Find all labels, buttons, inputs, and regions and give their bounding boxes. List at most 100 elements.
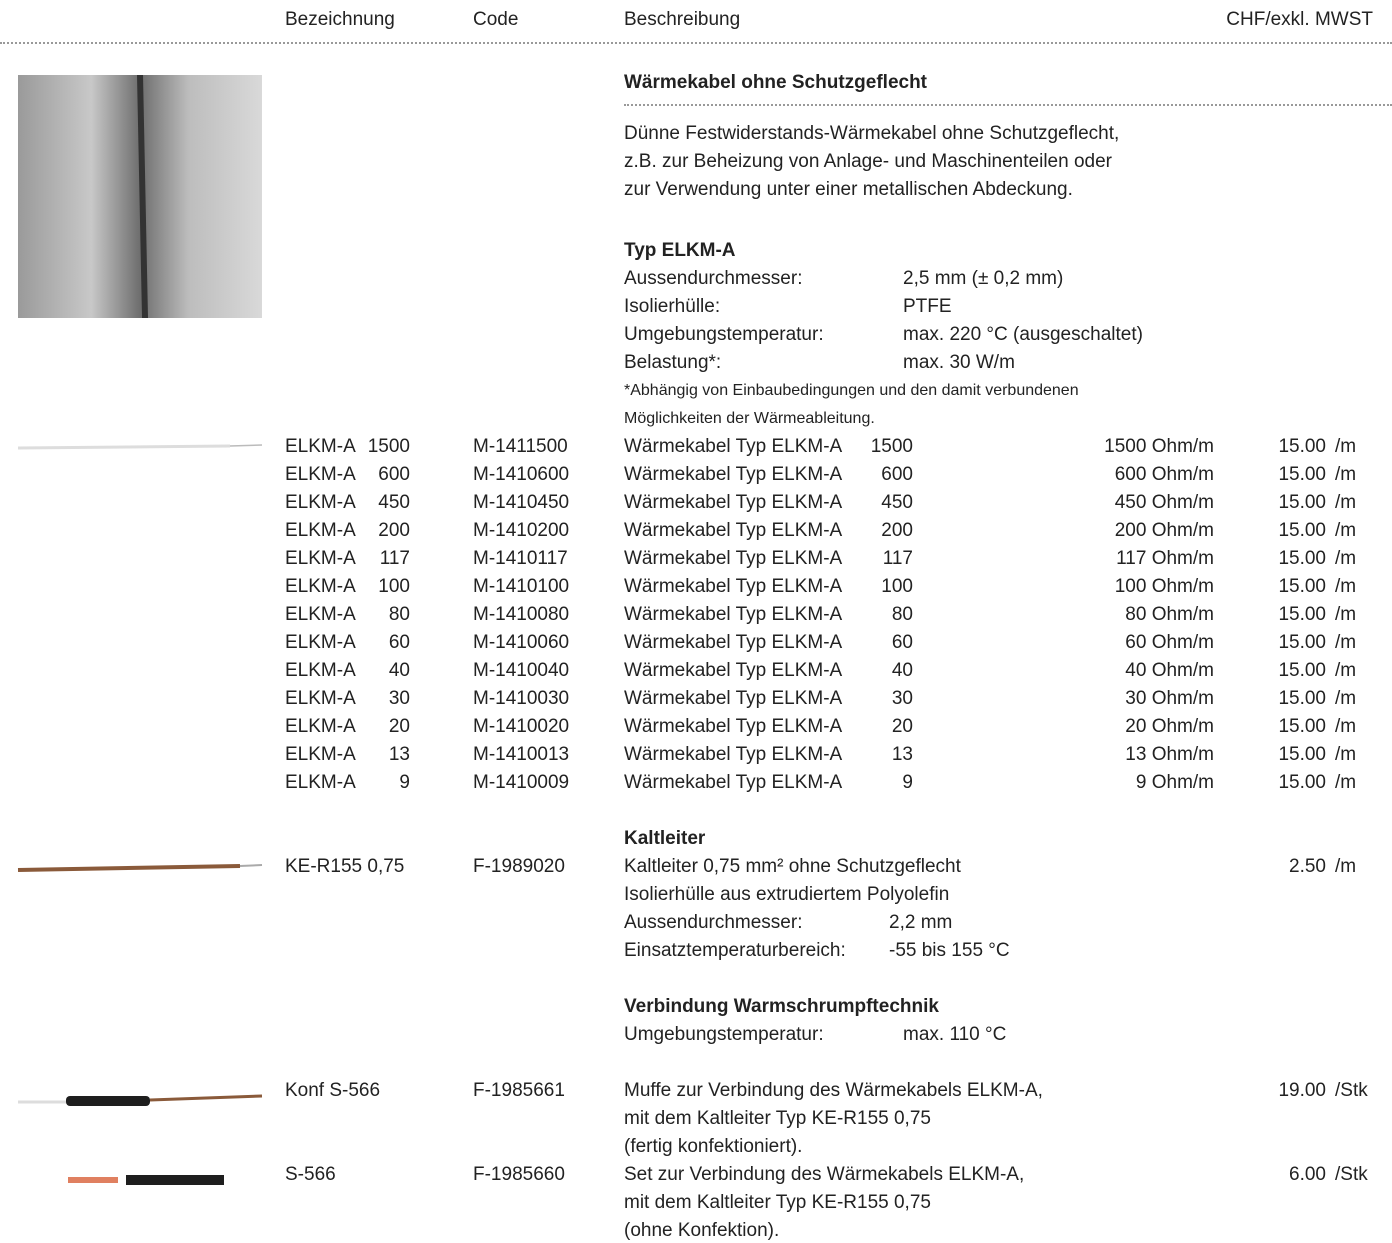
unit: /m bbox=[1335, 856, 1357, 877]
description-size: 80 bbox=[891, 604, 913, 625]
product-description: (ohne Konfektion). bbox=[624, 1220, 780, 1241]
type-title: Typ ELKM-A bbox=[624, 240, 736, 261]
product-size: 60 bbox=[388, 632, 410, 653]
product-size: 13 bbox=[388, 744, 410, 765]
product-code: M-1410080 bbox=[473, 604, 570, 625]
product-description: Wärmekabel Typ ELKM-A bbox=[624, 436, 843, 457]
product-name: S-566 bbox=[285, 1164, 336, 1185]
product-description: Wärmekabel Typ ELKM-A bbox=[624, 520, 843, 541]
spec-label: Umgebungstemperatur: bbox=[624, 324, 824, 345]
product-code: M-1410009 bbox=[473, 772, 570, 793]
product-size: 40 bbox=[388, 660, 410, 681]
product-name: ELKM-A bbox=[285, 464, 356, 485]
product-description: Muffe zur Verbindung des Wärmekabels ELK… bbox=[624, 1080, 1043, 1101]
product-name: Konf S-566 bbox=[285, 1080, 381, 1101]
description-size: 60 bbox=[891, 632, 913, 653]
column-header: Code bbox=[473, 9, 519, 30]
resistance: 117 Ohm/m bbox=[1116, 548, 1214, 569]
description-size: 600 bbox=[881, 464, 913, 485]
column-header: CHF/exkl. MWST bbox=[1226, 9, 1373, 30]
header-rule bbox=[0, 42, 1392, 44]
section-rule bbox=[624, 104, 1392, 106]
spec-value: 2,5 mm (± 0,2 mm) bbox=[903, 268, 1064, 289]
column-header: Beschreibung bbox=[624, 9, 741, 30]
spec-value: -55 bis 155 °C bbox=[889, 940, 1010, 961]
wire-kaltleiter bbox=[17, 864, 241, 872]
cable-in-photo bbox=[137, 74, 148, 319]
product-code: M-1410020 bbox=[473, 716, 570, 737]
product-size: 20 bbox=[388, 716, 410, 737]
product-size: 1500 bbox=[367, 436, 410, 457]
price: 15.00 bbox=[1278, 772, 1326, 793]
spec-label: Aussendurchmesser: bbox=[624, 912, 803, 933]
price: 15.00 bbox=[1278, 548, 1326, 569]
description-size: 100 bbox=[881, 576, 913, 597]
price: 15.00 bbox=[1278, 632, 1326, 653]
spec-label: Isolierhülle: bbox=[624, 296, 721, 317]
unit: /m bbox=[1335, 660, 1357, 681]
unit: /m bbox=[1335, 492, 1357, 513]
unit: /m bbox=[1335, 744, 1357, 765]
product-code: M-1410117 bbox=[473, 548, 568, 569]
unit: /m bbox=[1335, 520, 1357, 541]
resistance: 30 Ohm/m bbox=[1125, 688, 1214, 709]
unit: /m bbox=[1335, 716, 1357, 737]
product-description: Kaltleiter 0,75 mm² ohne Schutzgeflecht bbox=[624, 856, 961, 877]
resistance: 600 Ohm/m bbox=[1114, 464, 1214, 485]
unit: /m bbox=[1335, 436, 1357, 457]
product-name: ELKM-A bbox=[285, 772, 356, 793]
resistance: 13 Ohm/m bbox=[1125, 744, 1214, 765]
product-size: 30 bbox=[388, 688, 410, 709]
resistance: 60 Ohm/m bbox=[1125, 632, 1214, 653]
price: 2.50 bbox=[1289, 856, 1326, 877]
resistance: 450 Ohm/m bbox=[1114, 492, 1214, 513]
unit: /m bbox=[1335, 688, 1357, 709]
unit: /m bbox=[1335, 604, 1357, 625]
product-size: 117 bbox=[379, 548, 410, 569]
price: 15.00 bbox=[1278, 604, 1326, 625]
product-code: M-1410100 bbox=[473, 576, 570, 597]
resistance: 9 Ohm/m bbox=[1135, 772, 1214, 793]
product-name: ELKM-A bbox=[285, 632, 356, 653]
price: 15.00 bbox=[1278, 660, 1326, 681]
unit: /m bbox=[1335, 772, 1357, 793]
spec-label: Einsatztemperaturbereich: bbox=[624, 940, 846, 961]
resistance: 100 Ohm/m bbox=[1114, 576, 1214, 597]
spec-label: Aussendurchmesser: bbox=[624, 268, 803, 289]
product-size: 100 bbox=[378, 576, 410, 597]
description-size: 20 bbox=[891, 716, 913, 737]
unit: /Stk bbox=[1335, 1080, 1368, 1101]
intro-line: Dünne Festwiderstands-Wärmekabel ohne Sc… bbox=[624, 123, 1120, 144]
spec-label: Umgebungstemperatur: bbox=[624, 1024, 824, 1045]
product-code: M-1410013 bbox=[473, 744, 570, 765]
product-code: F-1989020 bbox=[473, 856, 565, 877]
product-description: Wärmekabel Typ ELKM-A bbox=[624, 576, 843, 597]
product-name: ELKM-A bbox=[285, 576, 356, 597]
unit: /m bbox=[1335, 576, 1357, 597]
unit: /m bbox=[1335, 548, 1357, 569]
product-description: Set zur Verbindung des Wärmekabels ELKM-… bbox=[624, 1164, 1025, 1185]
resistance: 1500 Ohm/m bbox=[1104, 436, 1214, 457]
product-name: ELKM-A bbox=[285, 548, 356, 569]
product-name: ELKM-A bbox=[285, 604, 356, 625]
product-description: (fertig konfektioniert). bbox=[624, 1136, 803, 1157]
product-size: 200 bbox=[378, 520, 410, 541]
column-header: Bezeichnung bbox=[285, 9, 395, 30]
connector-sleeve bbox=[68, 1177, 118, 1183]
description-size: 1500 bbox=[870, 436, 913, 457]
description-size: 200 bbox=[881, 520, 913, 541]
product-name: ELKM-A bbox=[285, 492, 356, 513]
unit: /m bbox=[1335, 632, 1357, 653]
unit: /Stk bbox=[1335, 1164, 1368, 1185]
product-description: mit dem Kaltleiter Typ KE-R155 0,75 bbox=[624, 1108, 931, 1129]
spec-value: PTFE bbox=[903, 296, 952, 317]
product-description: Wärmekabel Typ ELKM-A bbox=[624, 604, 843, 625]
section-title: Wärmekabel ohne Schutzgeflecht bbox=[624, 72, 928, 93]
product-name: KE-R155 0,75 bbox=[285, 856, 405, 877]
product-code: M-1410200 bbox=[473, 520, 570, 541]
product-description: Isolierhülle aus extrudiertem Polyolefin bbox=[624, 884, 950, 905]
resistance: 40 Ohm/m bbox=[1125, 660, 1214, 681]
product-name: ELKM-A bbox=[285, 660, 356, 681]
spec-value: max. 110 °C bbox=[903, 1024, 1007, 1045]
